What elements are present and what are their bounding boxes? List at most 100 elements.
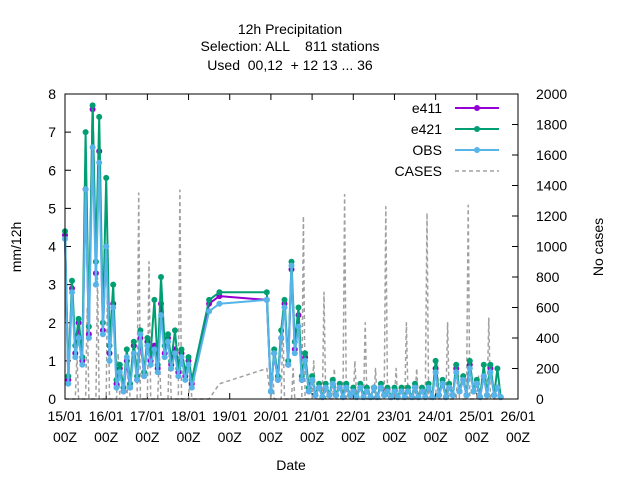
data-point-obs — [326, 392, 333, 399]
data-point-obs — [312, 392, 319, 399]
data-point-obs — [419, 388, 425, 395]
data-point-obs — [370, 384, 377, 391]
x-tick-label-hour: 00Z — [135, 429, 160, 445]
data-point-obs — [336, 384, 343, 391]
x-tick-label-hour: 00Z — [382, 429, 407, 445]
data-point-obs — [216, 300, 223, 307]
data-point-obs — [449, 392, 456, 399]
data-point-obs — [271, 350, 278, 357]
data-point-obs — [89, 144, 96, 151]
data-point-e421 — [123, 346, 130, 353]
legend-label-obs: OBS — [412, 142, 442, 158]
y2-tick-label: 200 — [536, 361, 560, 377]
x-tick-label-hour: 00Z — [53, 429, 78, 445]
data-point-obs — [466, 365, 473, 372]
data-point-obs — [446, 384, 453, 391]
data-point-e421 — [103, 174, 110, 181]
data-point-obs — [305, 388, 312, 395]
x-tick-label-hour: 00Z — [465, 429, 490, 445]
y-tick-label: 0 — [48, 391, 56, 407]
data-point-e421 — [453, 361, 460, 368]
x-tick-label-date: 16/01 — [89, 408, 124, 424]
data-point-obs — [123, 354, 130, 361]
data-point-obs — [302, 357, 309, 364]
data-point-obs — [425, 384, 432, 391]
data-point-obs — [96, 159, 103, 166]
data-point-obs — [309, 376, 316, 383]
x-tick-label-hour: 00Z — [176, 429, 201, 445]
x-tick-label-date: 19/01 — [212, 408, 247, 424]
data-point-obs — [161, 354, 168, 361]
y-tick-label: 2 — [48, 315, 56, 331]
legend-label-e421: e421 — [411, 121, 442, 137]
legend-label-cases: CASES — [395, 163, 442, 179]
data-point-obs — [350, 388, 357, 395]
y2-axis-label: No cases — [590, 218, 606, 276]
data-point-obs — [113, 384, 120, 391]
data-point-obs — [487, 369, 494, 376]
data-point-obs — [288, 262, 295, 269]
data-point-obs — [185, 361, 192, 368]
data-point-obs — [278, 335, 285, 341]
data-point-obs — [175, 373, 182, 380]
data-point-obs — [412, 384, 418, 391]
x-tick-label-date: 15/01 — [47, 408, 82, 424]
data-point-obs — [491, 392, 498, 399]
legend-marker-e421 — [474, 126, 480, 132]
data-point-obs — [473, 380, 480, 387]
data-point-obs — [316, 384, 323, 391]
data-point-obs — [206, 308, 213, 315]
data-point-obs — [168, 365, 175, 372]
data-point-e421 — [480, 361, 487, 368]
data-point-obs — [165, 338, 171, 345]
data-point-obs — [82, 186, 89, 193]
data-point-e421 — [172, 327, 178, 334]
data-point-obs — [103, 243, 110, 250]
data-point-obs — [281, 304, 288, 311]
data-point-e421 — [116, 361, 123, 368]
data-point-obs — [295, 323, 302, 330]
data-point-obs — [363, 388, 370, 395]
data-point-obs — [435, 392, 442, 399]
data-point-obs — [439, 380, 446, 387]
x-tick-label-date: 26/01 — [500, 408, 535, 424]
x-tick-label-hour: 00Z — [218, 429, 243, 445]
y-tick-label: 3 — [48, 277, 56, 293]
x-tick-label-hour: 00Z — [94, 429, 119, 445]
data-point-obs — [453, 369, 460, 376]
chart-legend: e411 e421 OBS CASES — [395, 100, 499, 179]
legend-label-e411: e411 — [412, 100, 442, 116]
data-point-obs — [65, 380, 72, 387]
data-point-e421 — [75, 315, 82, 322]
data-point-obs — [72, 354, 79, 361]
y-axis-label: mm/12h — [8, 222, 24, 273]
y-tick-label: 5 — [48, 200, 56, 216]
chart-title: 12h Precipitation — [238, 21, 342, 37]
data-point-obs — [274, 376, 281, 383]
chart-axes: 0 1 2 3 4 5 6 7 8 0 200 400 600 800 1000 1200 1400 1600 18… — [47, 86, 567, 445]
y-tick-label: 8 — [48, 86, 56, 102]
data-point-obs — [405, 388, 411, 395]
x-tick-label-date: 17/01 — [130, 408, 165, 424]
x-tick-label-date: 23/01 — [377, 408, 412, 424]
data-point-obs — [92, 281, 99, 288]
y-tick-label: 6 — [48, 162, 56, 178]
data-point-obs — [322, 384, 329, 391]
data-point-obs — [357, 384, 364, 391]
y-tick-label: 7 — [48, 124, 56, 140]
data-point-obs — [130, 350, 137, 357]
x-tick-label-date: 18/01 — [171, 408, 206, 424]
x-axis-label: Date — [276, 457, 306, 473]
data-point-obs — [116, 369, 123, 376]
legend-marker-obs — [474, 147, 480, 153]
data-point-obs — [69, 289, 75, 296]
data-point-e421 — [151, 296, 158, 303]
data-point-obs — [134, 376, 141, 383]
data-point-obs — [154, 369, 161, 376]
data-point-obs — [79, 361, 86, 368]
data-point-obs — [484, 392, 491, 399]
y2-tick-label: 1200 — [536, 208, 567, 224]
data-point-obs — [463, 392, 470, 399]
plot-frame — [64, 93, 519, 400]
data-point-obs — [470, 388, 477, 395]
